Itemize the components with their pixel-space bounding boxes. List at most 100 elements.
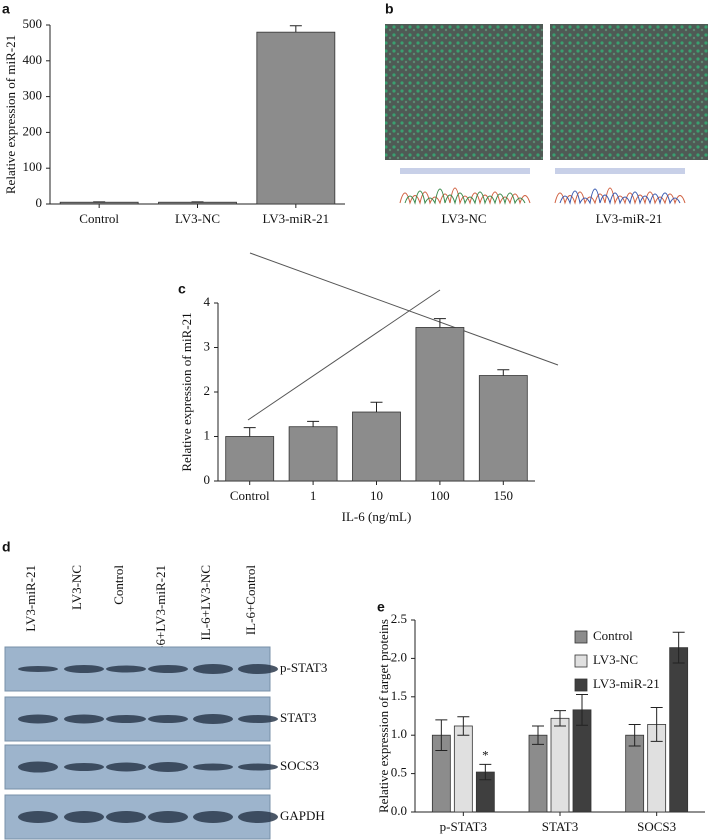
y-tick-label: 0.0 [391,803,407,818]
legend-label: LV3-miR-21 [593,676,660,691]
error-bar [433,318,446,328]
band [148,715,188,723]
band [193,763,233,771]
y-tick-label: 3 [204,338,211,353]
x-tick-label: 100 [430,488,450,503]
y-tick-label: 1 [204,427,211,442]
band [238,664,278,674]
x-tick-label: p-STAT3 [440,819,487,834]
x-tick-label: LV3-NC [175,211,220,226]
band [238,763,278,771]
y-axis-label: Relative expression of target proteins [376,619,391,813]
y-tick-label: 500 [23,16,43,31]
x-tick-label: Control [230,488,270,503]
chromatogram [399,168,686,205]
band [18,714,58,724]
bar [288,426,338,482]
band [18,811,58,823]
legend-label: LV3-NC [593,652,638,667]
band [148,665,188,673]
fluorescence-image [550,24,708,160]
x-tick-label: 150 [494,488,514,503]
panel-label: d [2,539,11,555]
y-tick-label: 400 [23,52,43,67]
y-tick-label: 0 [36,195,43,210]
lane-label: IL-6+LV3-NC [198,565,213,640]
x-tick-label: LV3-miR-21 [262,211,329,226]
band [193,664,233,674]
y-tick-label: 2.5 [391,611,407,626]
error-bar [576,693,588,726]
bar [669,647,689,813]
y-tick-label: 200 [23,123,43,138]
protein-label: GAPDH [280,808,325,823]
error-bar [672,631,685,664]
x-tick-label: Control [79,211,119,226]
bar [158,201,237,205]
x-tick-label: 10 [370,488,383,503]
band [64,811,104,823]
band [64,665,104,673]
error-bar [554,710,566,727]
y-tick-label: 300 [23,88,43,103]
band [64,714,104,724]
panel-label: a [2,1,10,17]
legend-swatch [574,630,588,644]
band [106,665,146,673]
y-tick-label: 1.5 [391,688,407,703]
panel-label: c [178,281,186,297]
band [238,811,278,823]
panel-label: b [385,1,394,17]
error-bar [435,719,448,752]
bar [59,201,139,205]
legend-swatch [574,654,588,668]
lane-label: IL-6+Control [243,565,258,636]
error-bar [370,401,383,413]
protein-label: SOCS3 [280,758,319,773]
error-bar [497,369,510,376]
band [106,715,146,723]
x-tick-label: SOCS3 [637,819,676,834]
significance-mark: * [482,747,489,762]
bar [453,725,473,813]
bar [225,436,275,482]
error-bar [628,723,641,747]
error-bar [457,716,470,736]
error-bar [532,725,544,745]
annotation-line [249,252,559,366]
panel-label: e [377,599,385,615]
bar [550,717,570,813]
y-tick-label: 2.0 [391,649,407,664]
protein-label: STAT3 [280,710,317,725]
y-tick-label: 4 [204,294,211,309]
x-axis-label: IL-6 (ng/mL) [342,509,412,524]
legend-swatch [574,678,588,692]
annotation-line [247,289,441,421]
x-tick-label: 1 [310,488,317,503]
western-blot: LV3-miR-21 LV3-NC Control IL-6+LV3-miR-21 IL… [4,565,327,840]
y-axis-label: Relative expression of miR-21 [179,312,194,471]
band [193,811,233,823]
bar [528,734,548,813]
band [193,714,233,724]
bar [625,734,645,813]
bar [415,327,465,482]
band [64,763,104,771]
band [106,811,146,823]
y-tick-label: 2 [204,383,211,398]
error-bar [307,420,320,427]
x-tick-label: STAT3 [542,819,579,834]
band [106,762,146,772]
lane-label: IL-6+LV3-miR-21 [153,565,168,662]
error-bar [289,25,302,33]
bar [256,31,336,205]
band [18,761,58,773]
protein-label: p-STAT3 [280,660,327,675]
band [148,811,188,823]
y-tick-label: 1.0 [391,726,407,741]
band [238,715,278,723]
band [148,762,188,772]
lane-label: LV3-NC [69,565,84,610]
y-axis-label: Relative expression of miR-21 [3,35,18,194]
